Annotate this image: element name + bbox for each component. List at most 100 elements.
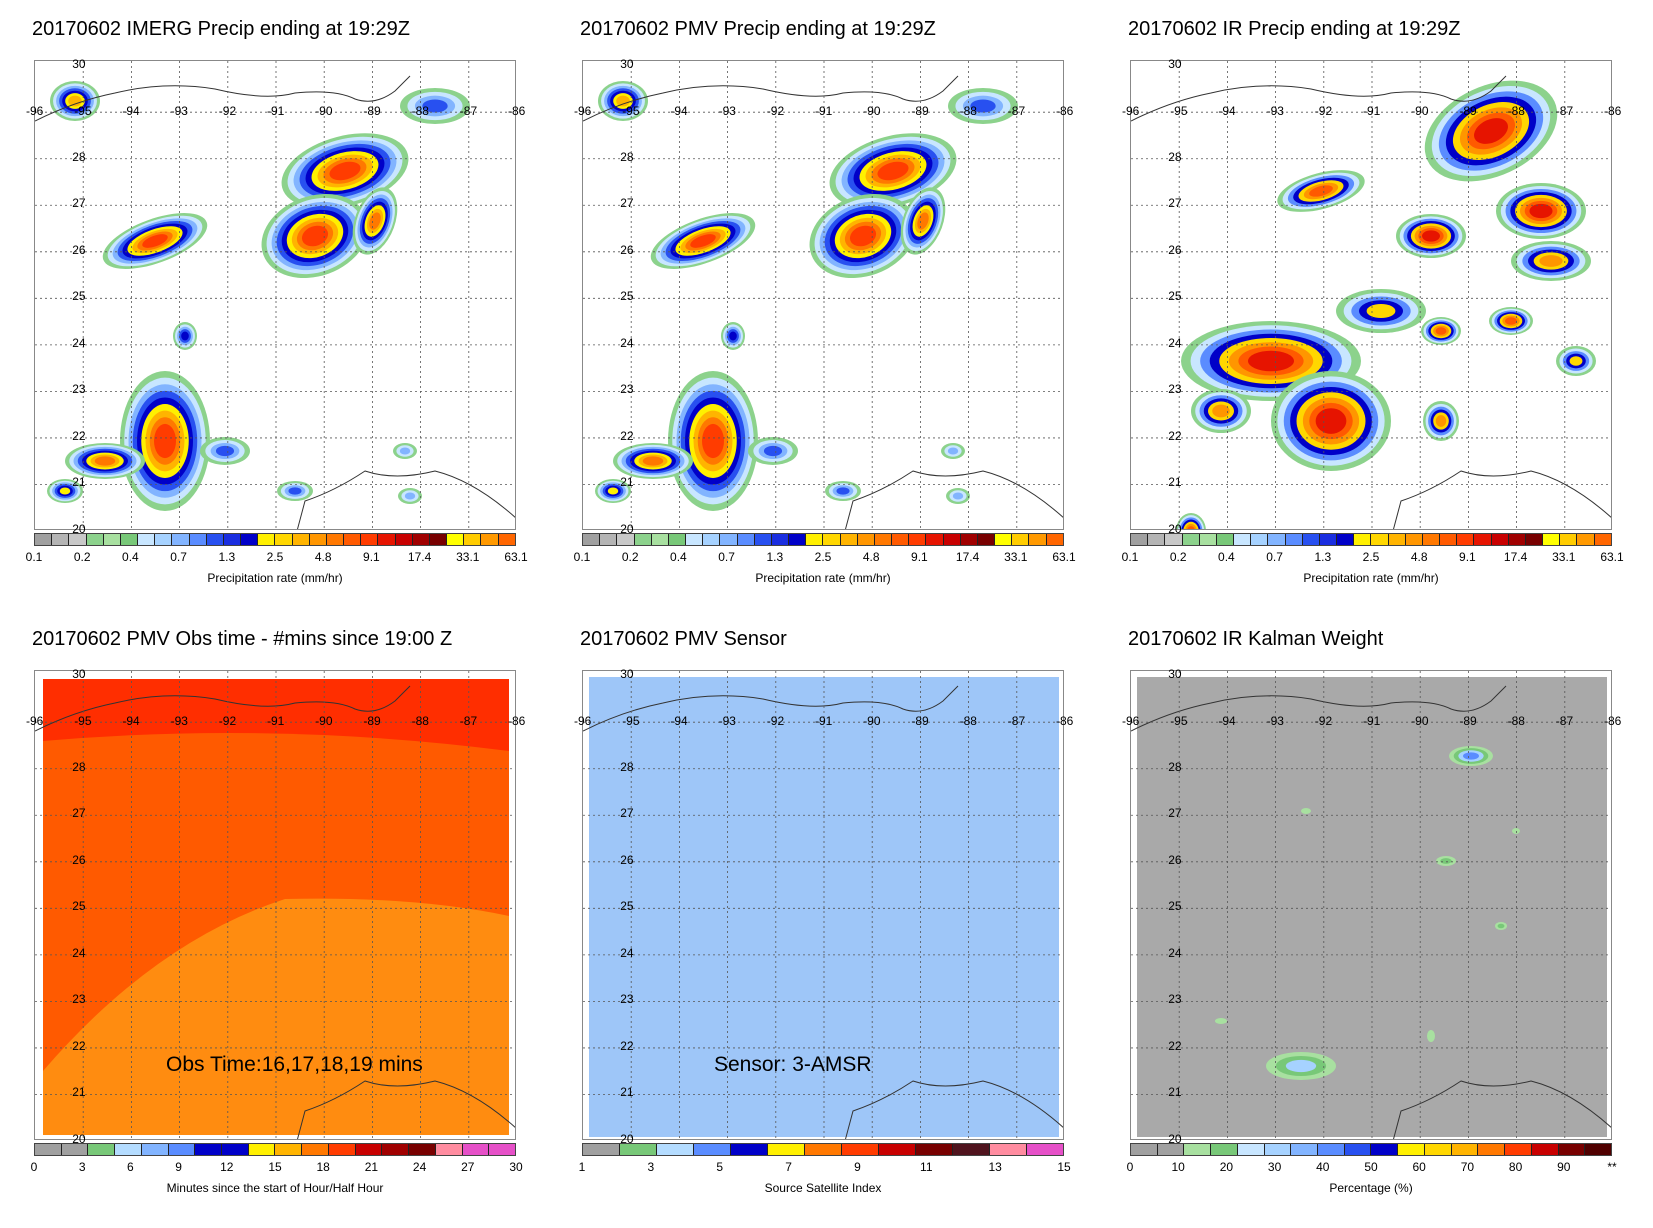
obs-time-annotation: Obs Time:16,17,18,19 mins: [166, 1053, 423, 1076]
colorbar-swatch: [241, 534, 259, 545]
colorbar-swatch: [1354, 534, 1372, 545]
colorbar-tick-label: 33.1: [1552, 550, 1576, 564]
latitude-label: 21: [620, 1085, 634, 1100]
latitude-label: 25: [72, 899, 86, 914]
colorbar-tick-label: 0.4: [670, 550, 687, 564]
colorbar: [1130, 533, 1612, 546]
precip-cell: [1421, 317, 1461, 345]
colorbar-swatch: [926, 534, 944, 545]
colorbar-tick-label: 4.8: [862, 550, 880, 564]
colorbar-swatch: [88, 1144, 116, 1155]
longitude-label: -87: [1555, 104, 1574, 119]
kalman-cell: [1427, 1030, 1435, 1042]
precip-cell: [668, 371, 758, 511]
colorbar-swatch: [737, 534, 755, 545]
colorbar-swatch: [617, 534, 635, 545]
longitude-label: -86: [1056, 104, 1074, 119]
colorbar-tick-label: 3: [647, 1160, 655, 1174]
longitude-label: -91: [815, 714, 833, 729]
longitude-label: -90: [1411, 714, 1429, 729]
kalman-cell: [1215, 1018, 1227, 1024]
latitude-label: 21: [1168, 475, 1182, 490]
colorbar-swatch: [1237, 1144, 1265, 1155]
colorbar-tick-label: 15: [1057, 1160, 1071, 1174]
colorbar-swatch: [1424, 1144, 1452, 1155]
precip-cell: [748, 437, 798, 465]
longitude-label: -94: [1218, 104, 1236, 119]
colorbar-swatch: [412, 534, 430, 545]
colorbar-swatch: [916, 1144, 953, 1155]
longitude-label: -92: [766, 714, 785, 729]
latitude-label: 22: [72, 1038, 86, 1053]
latitude-label: 21: [1168, 1085, 1182, 1100]
longitude-label: -96: [26, 104, 44, 119]
colorbar-swatch: [1525, 534, 1544, 545]
colorbar-swatch: [651, 534, 669, 545]
colorbar-title: Minutes since the start of Hour/Half Hou…: [166, 1181, 384, 1195]
latitude-label: 26: [1168, 852, 1182, 867]
longitude-label: -86: [1604, 104, 1622, 119]
latitude-label: 22: [72, 428, 86, 443]
colorbar-tick-label: 0: [30, 1160, 38, 1174]
yucatan-coastline: [1393, 1080, 1611, 1139]
kalman-cell: [1301, 808, 1311, 814]
latitude-label: 24: [1168, 945, 1182, 960]
latitude-label: 20: [1168, 1132, 1182, 1146]
colorbar-swatch: [309, 534, 327, 545]
latitude-label: 26: [620, 852, 634, 867]
colorbar: [582, 533, 1064, 546]
latitude-label: 26: [72, 852, 86, 867]
longitude-label: -89: [363, 104, 381, 119]
latitude-label: 30: [72, 666, 86, 681]
longitude-label: -87: [459, 714, 478, 729]
colorbar-swatch: [1398, 1144, 1425, 1155]
coastline: [583, 75, 959, 122]
longitude-label: -88: [959, 104, 977, 119]
colorbar-swatch: [960, 534, 978, 545]
longitude-label: -87: [1555, 714, 1574, 729]
colorbar-tick-label: 18: [316, 1160, 330, 1174]
colorbar-swatch: [61, 1144, 89, 1155]
longitude-label: -91: [267, 714, 285, 729]
colorbar-title: Precipitation rate (mm/hr): [755, 571, 891, 585]
latitude-label: 20: [1168, 522, 1182, 536]
coastline: [1131, 75, 1507, 122]
map-area: [1130, 670, 1612, 1140]
colorbar-tick-label: 40: [1316, 1160, 1330, 1174]
kalman-cell: [1449, 746, 1493, 766]
yucatan-coastline: [845, 470, 1063, 529]
colorbar-swatch: [328, 1144, 356, 1155]
colorbar-swatch: [302, 1144, 329, 1155]
map-svg: [35, 61, 515, 529]
colorbar-tick-label: 70: [1460, 1160, 1475, 1174]
colorbar-swatch: [155, 534, 173, 545]
colorbar-tick-label: 17.4: [407, 550, 432, 564]
precip-cell: [595, 479, 631, 503]
colorbar-tick-label: 11: [920, 1160, 933, 1174]
colorbar-swatch: [275, 534, 293, 545]
colorbar-swatch: [995, 534, 1013, 545]
longitude-label: -91: [1363, 714, 1381, 729]
colorbar-swatch: [1012, 534, 1030, 545]
colorbar-tick-label: 9.1: [363, 550, 380, 564]
latitude-label: 23: [1168, 382, 1182, 397]
colorbar-tick-label: 15: [268, 1160, 282, 1174]
precip-cell: [721, 322, 745, 350]
map-svg: [35, 671, 515, 1139]
longitude-label: -90: [1411, 104, 1429, 119]
longitude-label: -90: [315, 714, 333, 729]
colorbar-swatch: [481, 534, 499, 545]
colorbar-tick-label: 0.2: [73, 550, 91, 564]
colorbar-swatch: [258, 534, 276, 545]
colorbar-swatch: [805, 1144, 842, 1155]
colorbar-tick-label: 5: [716, 1160, 724, 1174]
latitude-label: 30: [1168, 666, 1182, 681]
precip-cell: [1511, 241, 1591, 281]
colorbar-tick-label: 24: [412, 1160, 427, 1174]
map-panel: 20170602 PMV Obs time - #mins since 19:0…: [26, 628, 554, 1228]
longitude-label: -93: [1266, 104, 1284, 119]
longitude-label: -90: [863, 104, 881, 119]
colorbar-swatch: [1131, 1144, 1158, 1155]
colorbar-swatch: [1508, 534, 1526, 545]
map-panel: 20170602 PMV Sensor -96 -95 -94 -93 -92 -91 -90…: [574, 628, 1102, 1228]
